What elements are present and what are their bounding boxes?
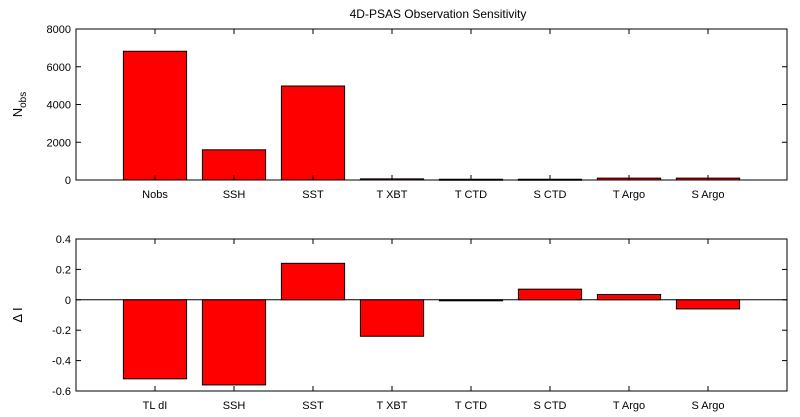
bar [359, 299, 425, 337]
y-axis-label: Δ I [10, 307, 25, 322]
y-axis-label-subscript: obs [18, 92, 29, 108]
y-tick-label: 0.4 [56, 234, 71, 246]
x-tick-label: S Argo [691, 400, 724, 412]
x-tick-label: T CTD [455, 400, 487, 412]
panel-observation-count: 0 2000 4000 6000 8000 Nobs SSH SST T XBT T CTD S C… [10, 24, 788, 201]
bar [675, 299, 741, 310]
x-tick-label: T CTD [455, 189, 487, 201]
panel-impact: -0.6 -0.4 -0.2 0 0.2 0.4 TL dI SSH SST T XBT T CTD… [10, 234, 788, 412]
chart-title: 4D-PSAS Observation Sensitivity [350, 7, 527, 21]
bar [517, 288, 583, 301]
bar [280, 262, 346, 301]
y-axis-label: Nobs [10, 92, 29, 118]
y-tick-label: -0.6 [52, 386, 71, 398]
y-tick-label: 0.2 [56, 264, 71, 276]
x-tick-label: SST [302, 189, 324, 201]
x-tick-label: Nobs [142, 189, 168, 201]
x-tick-label: T Argo [613, 189, 645, 201]
y-tick-label: -0.4 [52, 356, 71, 368]
bar [122, 50, 188, 181]
bar [280, 85, 346, 181]
bar [201, 299, 267, 386]
y-tick-label: -0.2 [52, 325, 71, 337]
y-tick-label: 4000 [47, 100, 71, 112]
bar [122, 299, 188, 380]
x-tick-label: T XBT [377, 189, 408, 201]
bar [438, 299, 504, 302]
x-tick-label: T XBT [377, 400, 408, 412]
x-tick-label: TL dI [143, 400, 168, 412]
x-tick-label: SSH [223, 400, 246, 412]
x-tick-label: S CTD [534, 400, 567, 412]
axes-frame [75, 238, 788, 392]
bar [596, 293, 662, 301]
y-tick-label: 8000 [47, 24, 71, 36]
x-tick-label: SST [302, 400, 324, 412]
y-tick-label: 6000 [47, 62, 71, 74]
x-tick-label: T Argo [613, 400, 645, 412]
y-tick-label: 2000 [47, 137, 71, 149]
x-tick-label: S CTD [534, 189, 567, 201]
x-tick-label: SSH [223, 189, 246, 201]
y-tick-label: 0 [65, 175, 71, 187]
x-tick-label: S Argo [691, 189, 724, 201]
y-tick-label: 0 [65, 295, 71, 307]
